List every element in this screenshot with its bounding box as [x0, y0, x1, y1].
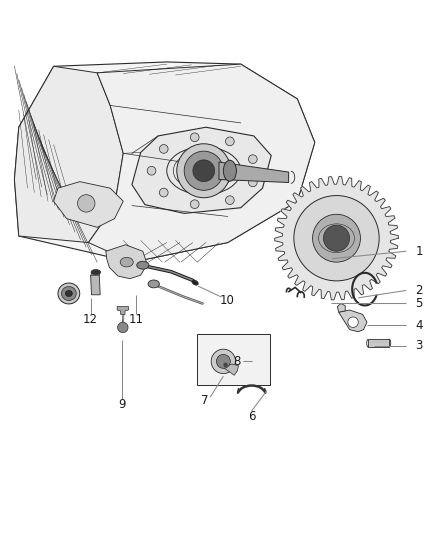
- Ellipse shape: [148, 280, 159, 288]
- Circle shape: [294, 196, 379, 281]
- Ellipse shape: [137, 261, 149, 269]
- Circle shape: [147, 166, 156, 175]
- Circle shape: [117, 322, 128, 333]
- Circle shape: [323, 225, 350, 251]
- Polygon shape: [275, 176, 398, 300]
- Ellipse shape: [91, 270, 101, 275]
- Circle shape: [248, 155, 257, 164]
- Polygon shape: [106, 245, 147, 279]
- Circle shape: [159, 188, 168, 197]
- Text: 10: 10: [219, 294, 234, 307]
- Circle shape: [193, 160, 215, 182]
- Polygon shape: [88, 64, 315, 262]
- Circle shape: [78, 195, 95, 212]
- Polygon shape: [117, 306, 128, 314]
- Polygon shape: [368, 339, 389, 347]
- Text: 6: 6: [248, 410, 255, 423]
- Circle shape: [226, 196, 234, 205]
- Polygon shape: [337, 303, 345, 312]
- Circle shape: [191, 200, 199, 208]
- Ellipse shape: [65, 290, 72, 296]
- Text: 2: 2: [416, 284, 423, 297]
- Polygon shape: [91, 275, 100, 295]
- Ellipse shape: [58, 283, 80, 304]
- Ellipse shape: [120, 257, 133, 267]
- Text: 3: 3: [416, 339, 423, 352]
- Text: 11: 11: [129, 313, 144, 326]
- Ellipse shape: [192, 280, 198, 285]
- Text: 8: 8: [233, 355, 241, 368]
- Circle shape: [159, 144, 168, 154]
- Circle shape: [211, 349, 236, 374]
- Text: 7: 7: [201, 394, 209, 407]
- Ellipse shape: [223, 160, 237, 181]
- Circle shape: [184, 151, 223, 190]
- Ellipse shape: [61, 287, 76, 301]
- Text: 1: 1: [416, 245, 423, 258]
- Polygon shape: [219, 162, 289, 182]
- Polygon shape: [14, 62, 315, 262]
- Text: 9: 9: [119, 398, 126, 411]
- Bar: [197, 334, 270, 385]
- Text: 5: 5: [416, 297, 423, 310]
- Circle shape: [248, 178, 257, 187]
- Circle shape: [191, 133, 199, 142]
- Text: 4: 4: [416, 319, 423, 332]
- Circle shape: [216, 354, 230, 368]
- Circle shape: [223, 362, 228, 367]
- Text: 12: 12: [83, 313, 98, 326]
- Circle shape: [348, 317, 358, 327]
- Circle shape: [226, 137, 234, 146]
- Polygon shape: [339, 310, 367, 332]
- Polygon shape: [14, 66, 123, 243]
- Polygon shape: [132, 127, 271, 213]
- Polygon shape: [53, 182, 123, 228]
- Circle shape: [313, 214, 360, 262]
- Polygon shape: [223, 364, 239, 375]
- Circle shape: [177, 144, 231, 198]
